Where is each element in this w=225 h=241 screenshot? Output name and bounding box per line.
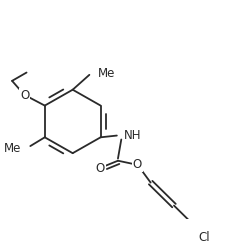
Text: Cl: Cl [199, 231, 210, 241]
Text: Me: Me [98, 67, 115, 80]
Text: O: O [133, 158, 142, 171]
Text: O: O [20, 89, 29, 101]
Text: NH: NH [124, 129, 141, 142]
Text: O: O [96, 162, 105, 175]
Text: Me: Me [4, 142, 21, 155]
